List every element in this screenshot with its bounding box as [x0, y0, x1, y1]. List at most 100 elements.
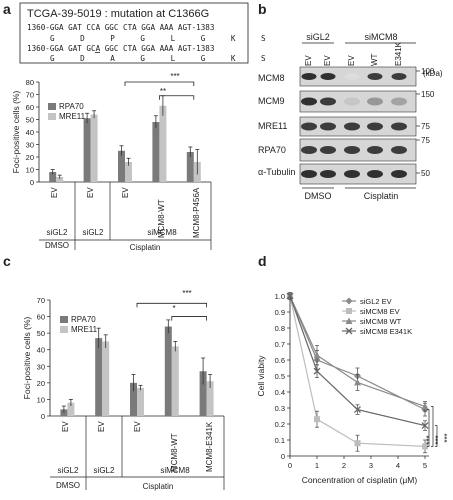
treatment-cisplatin: Cisplatin — [364, 191, 399, 201]
blot-band-2-4 — [391, 122, 407, 131]
group-labels-a: siGL2 siGL2 siMCM8 DMSO Cisplatin — [39, 182, 212, 252]
chart-d: 0 0.1 0.2 0.3 0.4 0.5 0.6 0.7 0.8 0.9 1.0 0 1 2 3 4 5 Con… — [256, 292, 438, 485]
stat-labels-d: *** *** *** — [425, 433, 452, 444]
significance-bracket-d-2 — [435, 425, 438, 447]
sample-label-c-4: MCM8-WT — [170, 433, 179, 472]
panel-letter-c: c — [3, 253, 11, 269]
legend-label-0: RPA70 — [71, 315, 96, 324]
marker-50: 50 — [421, 169, 430, 178]
stat-d-2: *** — [434, 435, 443, 444]
legend-marker-simcm8-ev — [346, 308, 352, 314]
legend-marker-simcm8-e341k — [345, 327, 353, 335]
y-tick-label-1: 10 — [37, 395, 45, 404]
significance-bracket-0 — [159, 95, 195, 100]
point-simcm8-ev-1 — [314, 416, 320, 423]
mutant-amino-acids: G D A G L G K S — [50, 54, 276, 63]
panel-letter-a: a — [3, 1, 11, 17]
legend-swatch-0 — [60, 316, 68, 323]
chart-a: 0 10 20 30 40 50 60 70 80 Foci-positive cells (%)… — [11, 78, 211, 187]
y-tick-label-2: 0.2 — [275, 420, 285, 429]
blot-row-label-mcm9: MCM9 — [258, 96, 285, 106]
blot-band-4-1 — [320, 170, 336, 178]
point-simcm8-e341k-2 — [354, 406, 361, 414]
blot-row-label-mre11: MRE11 — [258, 121, 287, 131]
bar-mre11-0 — [67, 402, 75, 416]
sample-label-a-5: MCM8-P456A — [192, 187, 201, 238]
x-axis-label: Concentration of cisplatin (μM) — [302, 475, 418, 485]
blot-band-1-3 — [367, 97, 383, 106]
mutation-title: TCGA-39-5019 : mutation at C1366G — [27, 8, 209, 20]
blot-band-1-1 — [320, 97, 336, 106]
y-tick-label-8: 0.8 — [275, 324, 285, 333]
blot-band-3-0 — [301, 146, 317, 154]
point-simcm8-e341k-0 — [286, 292, 294, 300]
sample-label-c-1: EV — [61, 421, 70, 432]
mutant-dna-sequence: 1360-GGA GAT GCA GGC CTA GGA AAA AGT-138… — [27, 44, 214, 53]
y-tick-label-7: 70 — [26, 91, 34, 100]
legend-swatch-1 — [60, 326, 68, 333]
blot-band-0-4 — [391, 73, 407, 80]
y-tick-label-5: 0.5 — [275, 372, 285, 381]
blot-band-4-3 — [367, 170, 383, 178]
y-tick-label-3: 30 — [26, 141, 34, 150]
y-tick-label-0: 0 — [30, 178, 34, 187]
group-a-siGL2-1: siGL2 — [47, 228, 68, 237]
western-blot: siGL2 siMCM8 EV EV EV WT E341K (kDa) MCM… — [258, 32, 443, 201]
y-axis-label: Cell viabity — [256, 355, 266, 397]
blot-band-4-2 — [344, 170, 360, 178]
group-c-siGL2-1: siGL2 — [58, 466, 79, 475]
y-tick-label-5: 50 — [37, 329, 45, 338]
chart-c: 0 10 20 30 40 50 60 70 Foci-positive cells (%) RP… — [22, 296, 224, 421]
blot-band-3-3 — [367, 146, 383, 154]
blot-band-3-1 — [320, 146, 336, 154]
x-tick-label-1: 1 — [315, 461, 319, 470]
blot-row-label-tubulin: α-Tubulin — [258, 167, 295, 177]
group-a-siGL2-2: siGL2 — [83, 228, 104, 237]
blot-group-siMCM8: siMCM8 — [365, 32, 398, 42]
blot-band-4-4 — [391, 170, 407, 178]
y-tick-label-5: 50 — [26, 116, 34, 125]
point-simcm8-e341k-3 — [421, 422, 429, 430]
blot-band-0-2 — [344, 73, 360, 80]
point-simcm8-wt-2 — [354, 378, 361, 386]
sample-label-c-5: MCM8-E341K — [205, 421, 214, 472]
y-tick-label-0: 0 — [281, 452, 285, 461]
stat-c-2: *** — [182, 289, 191, 298]
bar-mre11-3 — [171, 346, 179, 416]
group-c-siGL2-2: siGL2 — [94, 466, 115, 475]
y-tick-label-4: 40 — [26, 128, 34, 137]
legend-marker-simcm8-wt — [345, 317, 353, 324]
series-line-simcm8-ev — [289, 295, 426, 447]
y-tick-label-0: 0 — [41, 412, 45, 421]
sample-labels-c: EV EV EV MCM8-WT MCM8-E341K — [61, 421, 214, 472]
legend-label-1: MRE11 — [71, 325, 98, 334]
significance-bracket-d-1 — [431, 406, 434, 447]
stat-d-3: *** — [443, 433, 452, 442]
bar-mre11-1 — [90, 114, 98, 182]
y-tick-label-10: 1.0 — [275, 292, 285, 301]
legend-label-simcm8-e341k: siMCM8 E341K — [360, 327, 412, 336]
marker-100: 100 — [421, 67, 435, 76]
sample-label-a-2: EV — [86, 187, 95, 198]
group-c-dmso: DMSO — [56, 481, 80, 490]
x-tick-label-5: 5 — [423, 461, 427, 470]
significance-bracket-1 — [136, 302, 207, 308]
group-a-siMCM8: siMCM8 — [147, 228, 177, 237]
bar-rpa70-1 — [83, 118, 91, 182]
blot-band-2-0 — [301, 122, 317, 131]
bar-mre11-1 — [102, 341, 110, 416]
sample-label-a-4: MCM8-WT — [157, 199, 166, 238]
bar-rpa70-2 — [118, 150, 125, 182]
lane-label-4: WT — [370, 53, 379, 66]
blot-band-1-0 — [301, 97, 317, 106]
y-axis-label: Foci-positive cells (%) — [22, 317, 32, 400]
sample-label-c-2: EV — [97, 421, 106, 432]
blot-band-3-2 — [344, 146, 360, 154]
x-tick-label-0: 0 — [288, 461, 292, 470]
y-tick-label-1: 10 — [26, 166, 34, 175]
y-tick-label-7: 0.7 — [275, 340, 285, 349]
x-tick-label-2: 2 — [342, 461, 346, 470]
y-tick-label-7: 70 — [37, 296, 45, 305]
series-line-simcm8-e341k — [289, 295, 426, 427]
sample-label-a-1: EV — [50, 187, 59, 198]
